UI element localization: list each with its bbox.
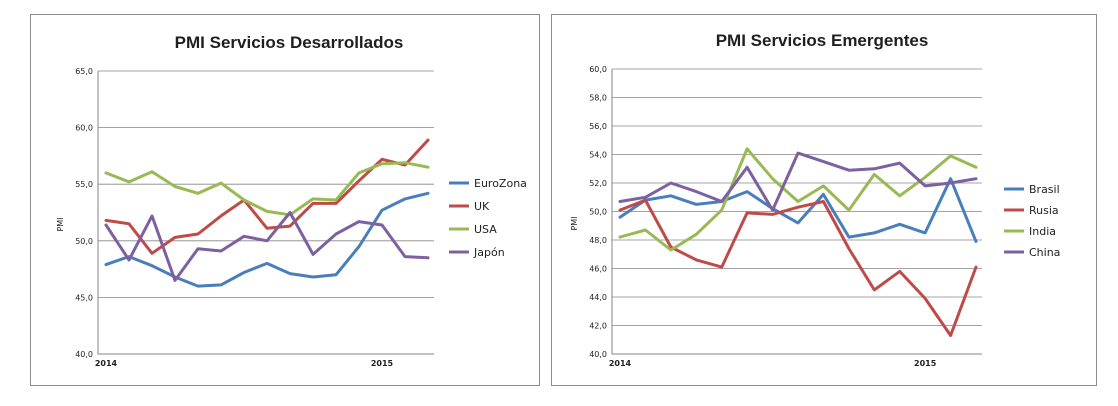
x-tick-label: 2015 bbox=[371, 359, 394, 368]
y-tick-label: 60,0 bbox=[75, 124, 93, 133]
y-tick-label: 42,0 bbox=[589, 322, 607, 331]
x-tick-label: 2014 bbox=[609, 359, 632, 368]
series-line-china bbox=[618, 151, 978, 212]
y-tick-label: 50,0 bbox=[589, 208, 607, 217]
series-line-india bbox=[618, 147, 978, 252]
legend-label: UK bbox=[474, 200, 490, 213]
chart-svg-emergentes: PMI Servicios Emergentes 40,0 42,0 44,0 46,0… bbox=[570, 31, 1060, 368]
legend-label: EuroZona bbox=[474, 177, 527, 190]
y-tick-label: 65,0 bbox=[75, 67, 93, 76]
y-tick-label: 40,0 bbox=[75, 350, 93, 359]
y-tick-label: 55,0 bbox=[75, 180, 93, 189]
series-line-uk bbox=[104, 138, 430, 255]
y-tick-label: 44,0 bbox=[589, 293, 607, 302]
x-tick-label: 2015 bbox=[914, 359, 937, 368]
y-axis-label: PMI bbox=[570, 216, 579, 230]
chart-panel-desarrollados: PMI Servicios Desarrollados 40,0 45,0 50,0 5… bbox=[30, 14, 540, 386]
legend-label: Rusia bbox=[1029, 204, 1059, 217]
y-tick-label: 45,0 bbox=[75, 293, 93, 302]
y-tick-label: 60,0 bbox=[589, 65, 607, 74]
legend-label: Japón bbox=[473, 246, 505, 259]
chart-panel-emergentes: PMI Servicios Emergentes 40,0 42,0 44,0 46,0… bbox=[551, 14, 1097, 386]
series-line-rusia bbox=[618, 198, 978, 337]
legend-label: Brasil bbox=[1029, 183, 1060, 196]
legend-label: USA bbox=[474, 223, 497, 236]
y-tick-label: 54,0 bbox=[589, 151, 607, 160]
legend-label: China bbox=[1029, 246, 1060, 259]
chart-title-emergentes: PMI Servicios Emergentes bbox=[716, 31, 929, 50]
y-tick-label: 50,0 bbox=[75, 237, 93, 246]
y-tick-label: 46,0 bbox=[589, 265, 607, 274]
y-tick-label: 58,0 bbox=[589, 94, 607, 103]
y-tick-label: 48,0 bbox=[589, 236, 607, 245]
y-tick-label: 52,0 bbox=[589, 179, 607, 188]
series-line-japón bbox=[104, 211, 430, 282]
y-tick-label: 40,0 bbox=[589, 350, 607, 359]
series-line-brasil bbox=[618, 177, 978, 243]
series-line-eurozona bbox=[104, 191, 430, 288]
y-axis-label: PMI bbox=[56, 217, 65, 231]
series-line-usa bbox=[104, 161, 430, 217]
legend-label: India bbox=[1029, 225, 1056, 238]
y-tick-label: 56,0 bbox=[589, 122, 607, 131]
chart-title-desarrollados: PMI Servicios Desarrollados bbox=[175, 33, 404, 52]
x-tick-label: 2014 bbox=[95, 359, 118, 368]
chart-svg-desarrollados: PMI Servicios Desarrollados 40,0 45,0 50,0 5… bbox=[56, 33, 527, 368]
